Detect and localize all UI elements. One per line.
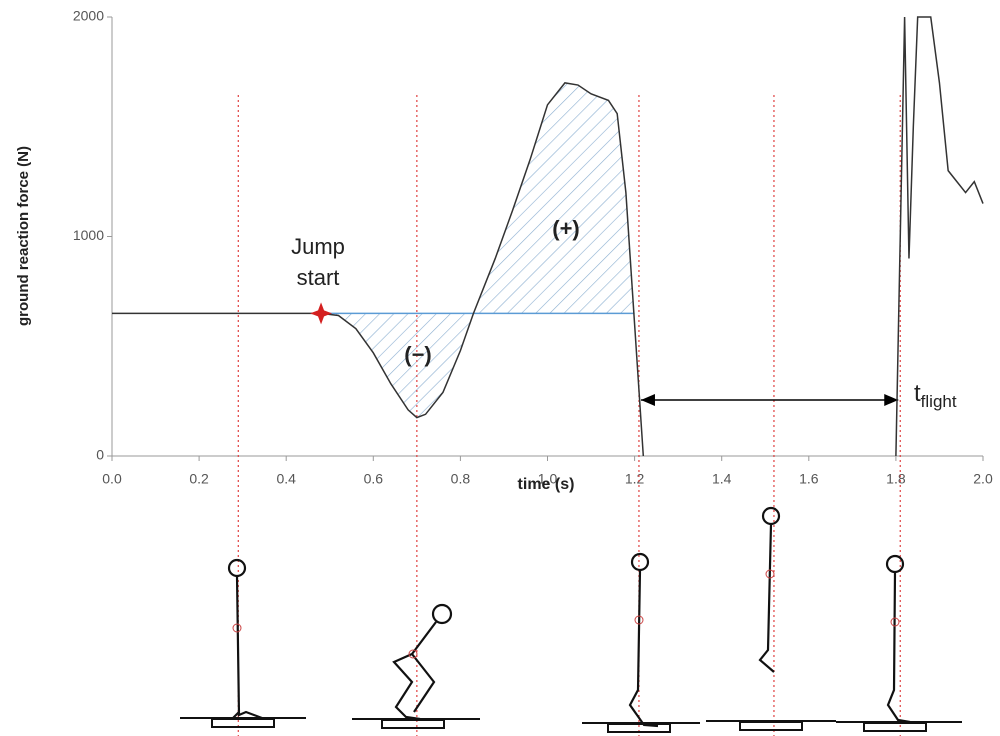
x-tick-label: 1.4	[712, 471, 732, 487]
annotation: (+)	[552, 216, 580, 241]
arrow-head	[640, 394, 655, 406]
y-tick-label: 1000	[73, 227, 104, 243]
stick-figures	[180, 506, 962, 733]
x-tick-label: 2.0	[973, 471, 993, 487]
plot: 0 1000 2000 0.0 0.2 0.4 0.6 0.8 1.0 1.2 1.4 1.6 1.8 2…	[73, 8, 993, 736]
x-tick-label: 0.4	[276, 471, 296, 487]
x-tick-label: 0.6	[364, 471, 384, 487]
annotation: Jump	[291, 234, 345, 259]
annotation: tflight	[914, 380, 957, 411]
force-line	[112, 16, 984, 457]
x-tick-label: 0.2	[189, 471, 209, 487]
jump-start-marker	[310, 302, 333, 325]
y-tick-label: 0	[96, 447, 104, 463]
x-tick-label: 0.8	[451, 471, 471, 487]
arrow-head	[884, 394, 899, 406]
x-tick-label: 1.8	[886, 471, 906, 487]
impulse-area	[321, 82, 635, 418]
x-tick-label: 1.2	[625, 471, 645, 487]
x-tick-label: 1.6	[799, 471, 819, 487]
annotation: start	[297, 265, 340, 290]
annotation: flight	[921, 392, 957, 411]
y-axis-label: ground reaction force (N)	[15, 146, 32, 326]
annotation: (−)	[404, 342, 432, 367]
annotation: t	[914, 380, 921, 407]
x-axis-label: time (s)	[518, 476, 575, 493]
x-tick-label: 1.0	[538, 471, 558, 487]
x-tick-label: 0.0	[102, 471, 122, 487]
y-tick-label: 2000	[73, 8, 104, 24]
